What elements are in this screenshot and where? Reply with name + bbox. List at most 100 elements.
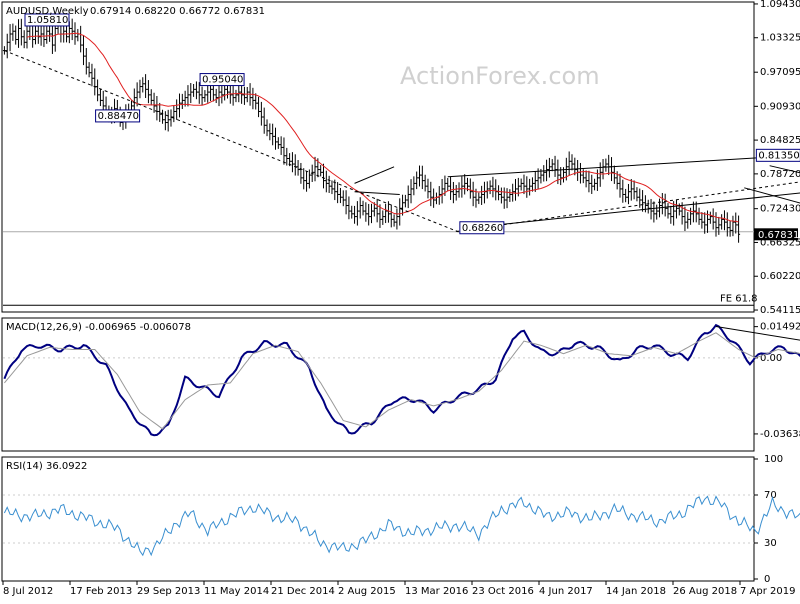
- price-bar: [384, 203, 388, 224]
- price-bar: [333, 179, 337, 201]
- rsi-ytick-label: 0: [764, 574, 770, 585]
- price-bar: [722, 210, 726, 231]
- price-bar: [536, 168, 540, 190]
- price-trendline: [744, 187, 800, 204]
- price-bar: [457, 182, 461, 198]
- price-bar: [406, 185, 410, 209]
- price-bar: [686, 212, 690, 229]
- price-bar: [635, 187, 639, 202]
- price-bar: [282, 137, 286, 165]
- price-bar: [166, 109, 170, 132]
- price-annotation-label: 0.88470: [98, 111, 139, 122]
- price-trendline: [354, 191, 400, 195]
- price-annotation-label: 0.95040: [202, 75, 243, 86]
- price-bar: [660, 192, 664, 215]
- rsi-ytick-label: 30: [764, 538, 777, 549]
- price-bar: [163, 111, 167, 131]
- price-bar: [663, 193, 667, 217]
- price-bar: [149, 89, 153, 106]
- price-bar: [429, 181, 433, 207]
- price-bar: [717, 216, 721, 235]
- price-trendline: [447, 154, 800, 178]
- price-ytick-label: 0.84825: [760, 135, 800, 146]
- price-bar: [415, 171, 419, 190]
- price-bar: [79, 25, 83, 53]
- xtick-label: 29 Sep 2013: [137, 586, 200, 597]
- macd-line: [3, 323, 800, 437]
- price-bar: [491, 176, 495, 198]
- price-ytick-label: 0.54115: [760, 305, 800, 316]
- price-bar: [194, 81, 198, 100]
- price-bar: [22, 30, 26, 49]
- price-bar: [494, 179, 498, 201]
- price-pane: 1.09430 1.03325 0.97095 0.90930 0.84825 0.787…: [2, 0, 800, 316]
- price-bar: [522, 174, 526, 195]
- price-bar: [245, 87, 249, 103]
- price-ytick-label: 0.97095: [760, 67, 800, 78]
- price-ytick-label: 0.78720: [760, 169, 800, 180]
- price-bar: [265, 119, 269, 137]
- price-bar: [449, 177, 453, 200]
- macd-trendline: [715, 325, 800, 341]
- price-bar: [533, 171, 537, 192]
- price-bar: [612, 165, 616, 184]
- price-bar: [731, 215, 735, 237]
- price-bar: [587, 170, 591, 193]
- price-annotation-label: 0.81350: [758, 150, 799, 161]
- price-bar: [344, 190, 348, 215]
- price-bar: [197, 82, 201, 104]
- price-annotation-label: 1.05810: [27, 15, 68, 26]
- price-bar: [700, 212, 704, 229]
- price-bar: [497, 185, 501, 201]
- price-bar: [50, 24, 54, 54]
- price-bar: [409, 179, 413, 204]
- price-bar: [296, 160, 300, 176]
- price-bar: [683, 206, 687, 232]
- price-bar: [180, 93, 184, 110]
- price-ytick-label: 0.72430: [760, 204, 800, 215]
- price-bar: [200, 86, 204, 106]
- price-bar: [324, 170, 328, 193]
- xtick-label: 21 Dec 2014: [271, 586, 335, 597]
- price-annotation-label: 0.68260: [462, 223, 503, 234]
- price-annotation-box: [755, 148, 800, 162]
- price-bar: [98, 88, 102, 107]
- price-bar: [505, 188, 509, 209]
- price-bar: [14, 25, 18, 45]
- price-bar: [36, 23, 40, 44]
- price-ytick-label: 1.09430: [760, 0, 800, 10]
- price-bar: [76, 28, 80, 42]
- price-bar: [242, 86, 246, 105]
- price-bar: [697, 207, 701, 225]
- price-bar: [302, 168, 306, 190]
- price-bar: [87, 62, 91, 78]
- price-bar: [734, 212, 738, 234]
- price-bar: [573, 157, 577, 176]
- price-bar: [550, 159, 554, 172]
- price-trendline: [470, 192, 800, 229]
- price-bar: [703, 212, 707, 234]
- price-annotation-box: [24, 13, 70, 27]
- price-bar: [33, 25, 37, 45]
- price-bar: [468, 178, 472, 199]
- price-bar: [96, 79, 100, 102]
- price-annotation-box: [459, 221, 505, 235]
- price-bar: [395, 208, 399, 230]
- price-bar: [542, 165, 546, 182]
- price-bar: [669, 205, 673, 224]
- price-bar: [485, 181, 489, 199]
- price-bar: [327, 175, 331, 193]
- price-bar: [480, 185, 484, 205]
- macd-pane: 0.014925 0.00 -0.036389: [3, 322, 800, 440]
- macd-pane-frame: [1, 317, 755, 452]
- price-bar: [598, 162, 602, 187]
- macd-title: MACD(12,26,9) -0.006965 -0.006078: [6, 322, 191, 333]
- moving-average-line: [26, 32, 739, 223]
- rsi-pane-frame: [1, 456, 755, 582]
- rsi-ytick-label: 100: [764, 454, 783, 465]
- price-bar: [341, 190, 345, 207]
- price-bar: [725, 212, 729, 237]
- watermark: ActionForex.com: [400, 62, 600, 90]
- price-bar: [231, 85, 235, 106]
- price-bar: [378, 204, 382, 228]
